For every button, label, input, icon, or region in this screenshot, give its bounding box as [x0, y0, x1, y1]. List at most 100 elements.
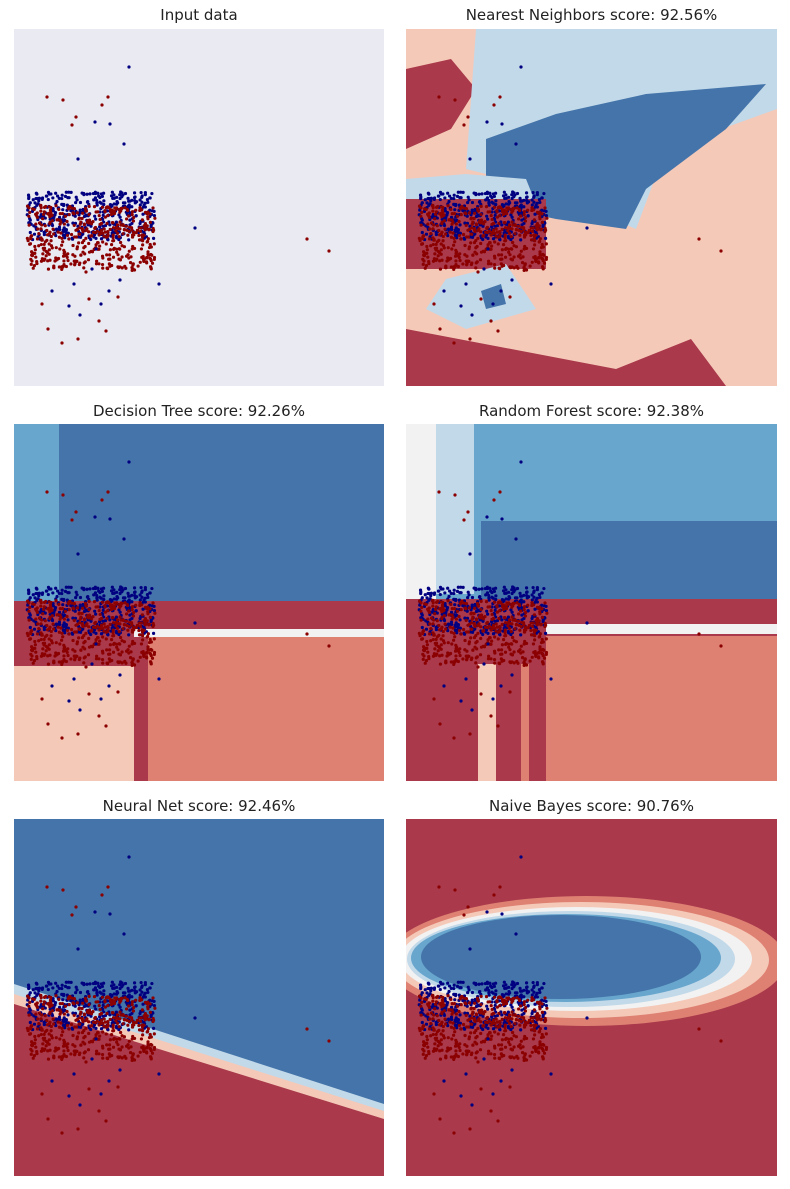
data-point — [93, 1004, 97, 1008]
data-point — [502, 211, 506, 216]
data-point — [519, 249, 523, 253]
data-point — [111, 1023, 115, 1027]
data-point — [530, 655, 534, 659]
data-point — [530, 1011, 534, 1016]
data-point — [115, 1040, 119, 1044]
data-point — [139, 208, 144, 212]
data-point — [456, 190, 460, 194]
data-point — [465, 658, 469, 662]
data-point — [60, 597, 64, 601]
data-point — [585, 226, 589, 230]
data-point — [98, 195, 102, 200]
data-point — [74, 595, 78, 600]
data-point — [66, 1042, 70, 1046]
data-point — [104, 996, 108, 1000]
data-point — [109, 243, 114, 247]
data-point — [523, 263, 527, 267]
data-point — [157, 1072, 161, 1076]
data-point — [37, 986, 41, 990]
data-point — [420, 613, 424, 617]
data-point — [457, 255, 461, 259]
data-point — [148, 1002, 152, 1006]
data-point — [60, 631, 64, 635]
data-point — [46, 197, 50, 202]
data-point — [25, 631, 29, 635]
data-point — [474, 266, 478, 270]
data-point — [126, 233, 130, 237]
data-point — [111, 196, 115, 201]
data-point — [57, 235, 61, 239]
data-point — [305, 632, 309, 636]
data-point — [71, 1043, 75, 1047]
data-point — [112, 193, 116, 197]
data-point — [62, 1049, 66, 1053]
data-point — [542, 981, 546, 986]
data-point — [140, 195, 144, 199]
data-point — [84, 609, 88, 613]
data-point — [540, 220, 545, 224]
data-point — [45, 885, 49, 889]
data-point — [541, 245, 545, 249]
data-point — [115, 618, 120, 622]
data-point — [32, 264, 36, 268]
data-point — [519, 624, 523, 629]
data-point — [470, 990, 475, 995]
decision-region — [14, 1004, 384, 1176]
data-point — [101, 626, 105, 630]
data-point — [101, 266, 105, 270]
data-point — [123, 206, 127, 210]
data-point — [35, 993, 39, 997]
data-point — [150, 648, 154, 652]
data-point — [148, 615, 153, 619]
data-point — [47, 637, 51, 641]
data-point — [87, 218, 92, 222]
data-point — [434, 653, 438, 657]
data-point — [459, 699, 463, 703]
decision-region — [406, 29, 726, 386]
data-point — [534, 230, 538, 234]
data-point — [538, 595, 542, 600]
data-point — [523, 662, 527, 666]
data-point — [533, 239, 537, 243]
data-point — [91, 586, 96, 591]
data-point — [73, 235, 77, 239]
data-point — [52, 232, 56, 236]
data-point — [499, 289, 503, 293]
data-point — [455, 631, 459, 635]
data-point — [443, 196, 447, 200]
data-point — [138, 221, 142, 226]
data-point — [441, 600, 445, 605]
data-point — [530, 203, 534, 207]
data-point — [101, 1003, 105, 1007]
data-point — [29, 657, 33, 661]
data-point — [34, 222, 38, 226]
data-point — [118, 673, 122, 677]
data-point — [30, 1049, 34, 1053]
data-point — [39, 1017, 43, 1021]
data-point — [544, 637, 548, 641]
data-point — [95, 598, 99, 602]
data-point — [521, 226, 526, 230]
data-point — [45, 1023, 50, 1027]
data-point — [45, 490, 49, 494]
data-point — [518, 994, 522, 998]
data-point — [479, 625, 483, 629]
data-point — [28, 201, 32, 205]
data-point — [62, 259, 66, 263]
data-point — [452, 983, 456, 987]
data-point — [90, 267, 94, 271]
data-point — [108, 997, 113, 1002]
data-point — [84, 236, 88, 240]
data-point — [72, 1013, 76, 1017]
data-point — [500, 248, 504, 252]
data-point — [137, 628, 141, 633]
data-point — [132, 985, 137, 990]
data-point — [540, 615, 545, 619]
data-point — [103, 215, 107, 219]
data-point — [148, 607, 152, 611]
data-point — [105, 661, 109, 665]
data-point — [145, 592, 150, 597]
data-point — [67, 1003, 71, 1007]
data-point — [65, 255, 69, 259]
data-point — [107, 1043, 112, 1047]
